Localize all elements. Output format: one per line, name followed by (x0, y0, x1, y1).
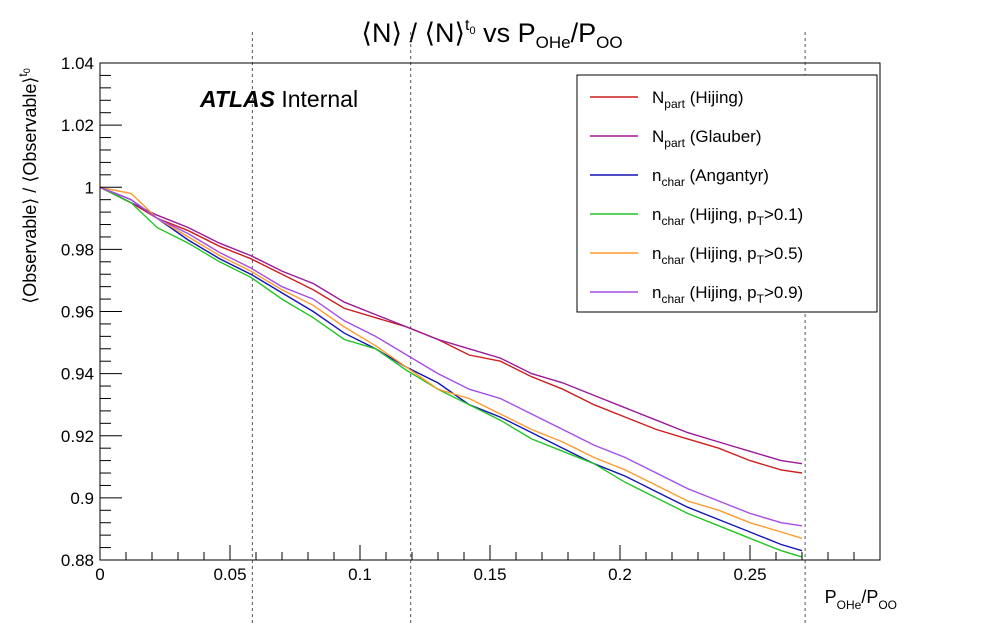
y-tick-label: 1.02 (61, 116, 94, 135)
y-tick-label: 1 (85, 178, 94, 197)
legend-label-npart_glauber: Npart (Glauber) (652, 127, 762, 150)
x-axis-label: POHe/POO (825, 587, 897, 612)
x-tick-label: 0.25 (733, 565, 766, 584)
x-tick-label: 0.2 (608, 565, 632, 584)
y-tick-label: 1.04 (61, 54, 94, 73)
legend-box (576, 74, 878, 313)
y-tick-label: 0.92 (61, 427, 94, 446)
legend-label-npart_hijing: Npart (Hijing) (652, 88, 744, 111)
y-tick-label: 0.88 (61, 551, 94, 570)
x-tick-label: 0 (95, 565, 104, 584)
x-tick-label: 0.1 (348, 565, 372, 584)
y-tick-label: 0.98 (61, 240, 94, 259)
chart-title: ⟨N⟩ / ⟨N⟩t0 vs POHe/POO (361, 17, 622, 52)
series-line-nchar_hijing_01 (99, 186, 803, 558)
y-tick-label: 0.94 (61, 365, 94, 384)
legend: Npart (Hijing) Npart (Glauber) nchar (Anga… (576, 74, 878, 313)
y-axis-label: ⟨Observable⟩ / ⟨Observable⟩t0 (16, 68, 40, 304)
legend-label-nchar_hijing_09: nchar (Hijing, pT>0.9) (652, 283, 803, 306)
x-tick-label: 0.05 (213, 565, 246, 584)
legend-label-nchar_angantyr: nchar (Angantyr) (652, 166, 769, 189)
legend-label-nchar_hijing_05: nchar (Hijing, pT>0.5) (652, 244, 803, 267)
atlas-label: ATLAS Internal (199, 86, 358, 112)
legend-label-nchar_hijing_01: nchar (Hijing, pT>0.1) (652, 205, 803, 228)
plot-axes: 0.88 0.9 0.92 0.94 0.96 0.98 1 1.02 1.04 0 0.05 0.1… (61, 54, 881, 584)
series-line-npart_glauber (99, 186, 803, 465)
series-line-nchar_hijing_09 (99, 186, 803, 527)
series-lines (99, 186, 803, 558)
series-line-npart_hijing (99, 186, 803, 474)
series-line-nchar_hijing_05 (99, 186, 803, 539)
x-tick-label: 0.15 (473, 565, 506, 584)
y-tick-label: 0.96 (61, 303, 94, 322)
y-tick-label: 0.9 (70, 489, 94, 508)
